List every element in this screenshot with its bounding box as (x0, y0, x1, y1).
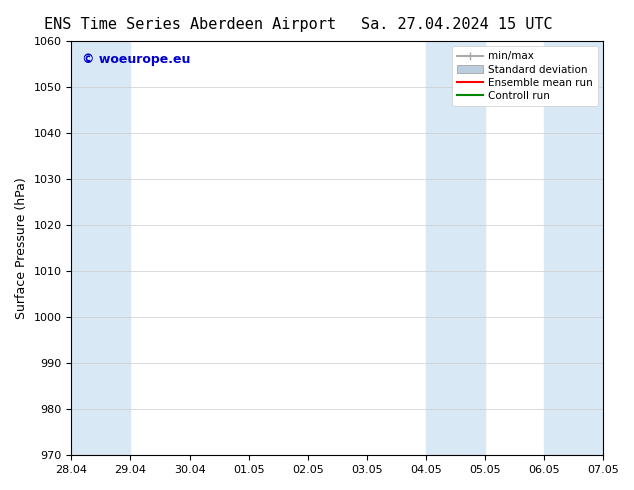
Text: ENS Time Series Aberdeen Airport: ENS Time Series Aberdeen Airport (44, 17, 336, 32)
Text: Sa. 27.04.2024 15 UTC: Sa. 27.04.2024 15 UTC (361, 17, 552, 32)
Bar (544, 41, 603, 455)
Y-axis label: Surface Pressure (hPa): Surface Pressure (hPa) (15, 177, 28, 319)
Text: © woeurope.eu: © woeurope.eu (82, 53, 190, 67)
Legend: min/max, Standard deviation, Ensemble mean run, Controll run: min/max, Standard deviation, Ensemble me… (451, 46, 598, 106)
Bar (426, 41, 485, 455)
Bar (72, 41, 131, 455)
